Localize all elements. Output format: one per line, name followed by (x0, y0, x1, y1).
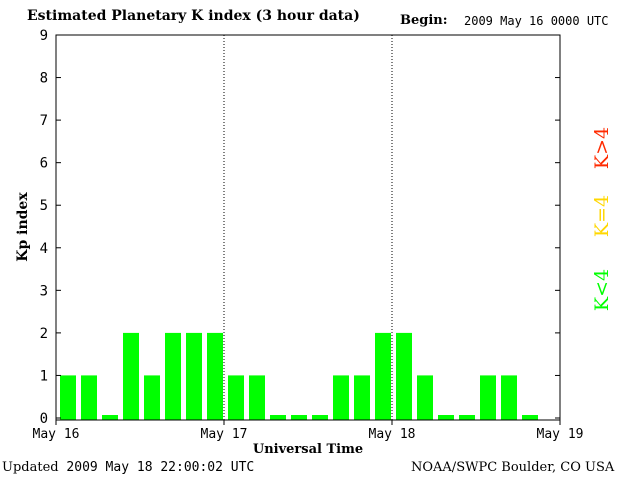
kp-bar (354, 375, 370, 420)
kp-bar (480, 375, 496, 420)
kp-bar (207, 332, 223, 420)
x-axis-label: Universal Time (253, 442, 363, 457)
kp-bar (270, 415, 286, 420)
legend-k-greater-4: K>4 (591, 127, 613, 169)
y-tick-label: 4 (40, 241, 48, 257)
y-ticks-group: 0 1 2 3 4 5 6 7 8 9 (40, 28, 560, 427)
y-tick-label: 7 (40, 113, 48, 129)
kp-bar (102, 415, 118, 420)
kp-bar (291, 415, 307, 420)
kp-bar (312, 415, 328, 420)
begin-value: 2009 May 16 0000 UTC (464, 14, 609, 28)
kp-bar (249, 375, 265, 420)
kp-bar (417, 375, 433, 420)
x-tick-label: May 18 (369, 427, 416, 442)
legend-k-less-4: K<4 (591, 269, 613, 311)
kp-bar (123, 332, 139, 420)
source-credit: NOAA/SWPC Boulder, CO USA (411, 460, 615, 475)
kp-bar (501, 375, 517, 420)
y-tick-label: 1 (40, 368, 48, 384)
begin-label: Begin: (400, 13, 448, 28)
x-ticks-group: May 16 May 17 May 18 May 19 (33, 35, 584, 442)
kp-bar (396, 332, 412, 420)
kp-bar (438, 415, 454, 420)
kp-bar (228, 375, 244, 420)
updated-stamp: Updated 2009 May 18 22:00:02 UTC (2, 460, 254, 475)
updated-label: Updated (2, 460, 59, 475)
kp-bar (144, 375, 160, 420)
y-tick-label: 8 (40, 71, 48, 87)
page-title: Estimated Planetary K index (3 hour data… (27, 8, 360, 24)
kp-bar (459, 415, 475, 420)
y-tick-label: 0 (40, 411, 48, 427)
kp-bar (81, 375, 97, 420)
y-tick-label: 5 (40, 198, 48, 214)
kp-bar (375, 332, 391, 420)
kp-bar (165, 332, 181, 420)
y-tick-label: 2 (40, 326, 48, 342)
legend: K<4 K=4 K>4 (591, 127, 613, 311)
y-tick-label: 6 (40, 156, 48, 172)
kp-bar (333, 375, 349, 420)
legend-k-equal-4: K=4 (591, 195, 613, 237)
kp-bar (522, 415, 538, 420)
kp-bar (60, 375, 76, 420)
updated-value: 2009 May 18 22:00:02 UTC (66, 460, 255, 475)
x-tick-label: May 17 (201, 427, 248, 442)
y-tick-label: 9 (40, 28, 48, 44)
y-axis-label: Kp index (15, 192, 31, 262)
x-tick-label: May 16 (33, 427, 80, 442)
y-tick-label: 3 (40, 283, 48, 299)
kp-bar (186, 332, 202, 420)
plot-frame (55, 34, 561, 421)
x-tick-label: May 19 (537, 427, 584, 442)
bars-group (60, 332, 538, 420)
